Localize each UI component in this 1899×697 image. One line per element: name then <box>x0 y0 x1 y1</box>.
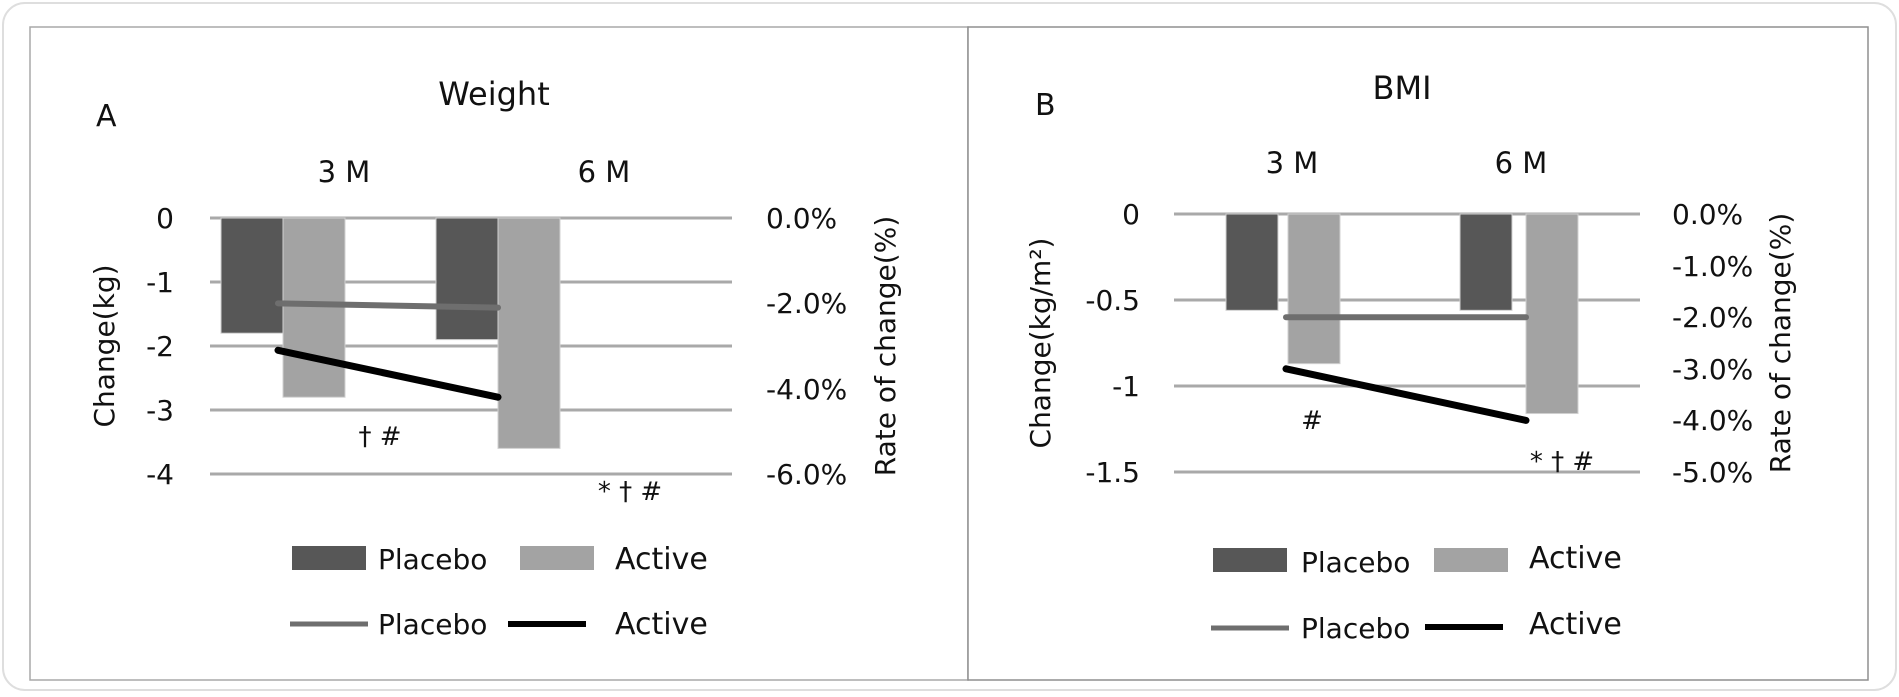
panel-b-legend: Placebo Active Placebo Active <box>1211 541 1622 645</box>
bar-active-3m <box>1287 213 1341 365</box>
legend-label: Placebo <box>378 543 487 576</box>
line-active-rate <box>1282 365 1530 424</box>
panel-b-category-label: 6 M <box>1495 146 1548 180</box>
panel-b-y2-ticks: 0.0% -1.0% -2.0% -3.0% -4.0% -5.0% <box>1672 198 1753 489</box>
bar-placebo-3m <box>220 217 284 334</box>
legend-swatch-placebo-bar <box>292 546 366 570</box>
legend-swatch-active-bar <box>1434 548 1508 572</box>
y-tick-label: -0.5 <box>1085 284 1140 317</box>
y2-tick-label: -2.0% <box>1672 301 1753 334</box>
y-tick-label: 0 <box>1122 198 1140 231</box>
panel-a-y2-axis-title: Rate of change(%) <box>869 216 902 477</box>
legend-label: Active <box>1529 607 1622 642</box>
y2-tick-label: -6.0% <box>766 458 847 491</box>
panel-b-label: B <box>1035 88 1056 123</box>
y2-tick-label: -5.0% <box>1672 456 1753 489</box>
y-tick-label: 0 <box>156 202 174 235</box>
legend-swatch-active-bar <box>520 546 594 570</box>
panel-b-lines <box>1282 314 1530 424</box>
y2-tick-label: 0.0% <box>766 202 837 235</box>
y2-tick-label: -3.0% <box>1672 353 1753 386</box>
y-tick-label: -4 <box>146 458 174 491</box>
y2-tick-label: -1.0% <box>1672 250 1753 283</box>
panel-a-legend: Placebo Active Placebo Active <box>290 542 708 642</box>
bar-placebo-3m <box>1225 213 1279 311</box>
line-placebo-rate <box>275 300 501 311</box>
panel-a-y2-ticks: 0.0% -2.0% -4.0% -6.0% <box>766 202 847 491</box>
panel-a-label: A <box>96 99 117 134</box>
y2-tick-label: -2.0% <box>766 287 847 320</box>
y-tick-label: -1 <box>1112 370 1140 403</box>
panel-a-y-ticks: 0 -1 -2 -3 -4 <box>146 202 174 491</box>
panel-a-bars <box>220 217 561 449</box>
panel-b-y2-axis-title: Rate of change(%) <box>1764 213 1797 474</box>
legend-label: Active <box>1529 541 1622 576</box>
panel-b: B BMI 3 M 6 M 0 -0.5 -1 -1.5 0.0% -1.0% … <box>967 26 1869 681</box>
panel-a-significance-annotation: † # <box>358 422 401 452</box>
panel-a-category-label: 3 M <box>318 155 371 189</box>
panel-b-bars <box>1225 213 1579 415</box>
y2-tick-label: -4.0% <box>766 373 847 406</box>
panel-a-y-axis-title: Change(kg) <box>88 264 121 427</box>
panel-b-significance-annotation: * † # <box>1530 447 1594 477</box>
panel-a-lines <box>274 300 502 401</box>
panel-b-y-ticks: 0 -0.5 -1 -1.5 <box>1085 198 1140 489</box>
line-active-rate <box>274 346 502 401</box>
panel-b-y-axis-title: Change(kg/m²) <box>1024 238 1057 449</box>
panel-a-title: Weight <box>438 75 549 113</box>
legend-label: Placebo <box>1301 546 1410 579</box>
y-tick-label: -1 <box>146 266 174 299</box>
panel-b-category-label: 3 M <box>1266 146 1319 180</box>
bar-active-3m <box>282 217 346 398</box>
panel-a-category-label: 6 M <box>578 155 631 189</box>
legend-label: Active <box>615 542 708 577</box>
bar-placebo-6m <box>435 217 499 341</box>
legend-label: Active <box>615 607 708 642</box>
panel-a-significance-annotation: * † # <box>598 477 662 507</box>
y2-tick-label: -4.0% <box>1672 404 1753 437</box>
bar-active-6m <box>497 217 561 449</box>
y-tick-label: -2 <box>146 330 174 363</box>
y-tick-label: -3 <box>146 394 174 427</box>
panel-b-frame <box>967 26 1869 681</box>
bar-active-6m <box>1525 213 1579 415</box>
y2-tick-label: 0.0% <box>1672 198 1743 231</box>
legend-label: Placebo <box>378 608 487 641</box>
panel-b-significance-annotation: # <box>1301 406 1323 436</box>
panel-b-title: BMI <box>1373 69 1432 107</box>
legend-swatch-placebo-bar <box>1213 548 1287 572</box>
legend-label: Placebo <box>1301 612 1410 645</box>
bar-placebo-6m <box>1459 213 1513 311</box>
panel-a: A Weight 3 M 6 M 0 -1 -2 -3 -4 0.0% -2.0… <box>29 26 969 681</box>
y-tick-label: -1.5 <box>1085 456 1140 489</box>
